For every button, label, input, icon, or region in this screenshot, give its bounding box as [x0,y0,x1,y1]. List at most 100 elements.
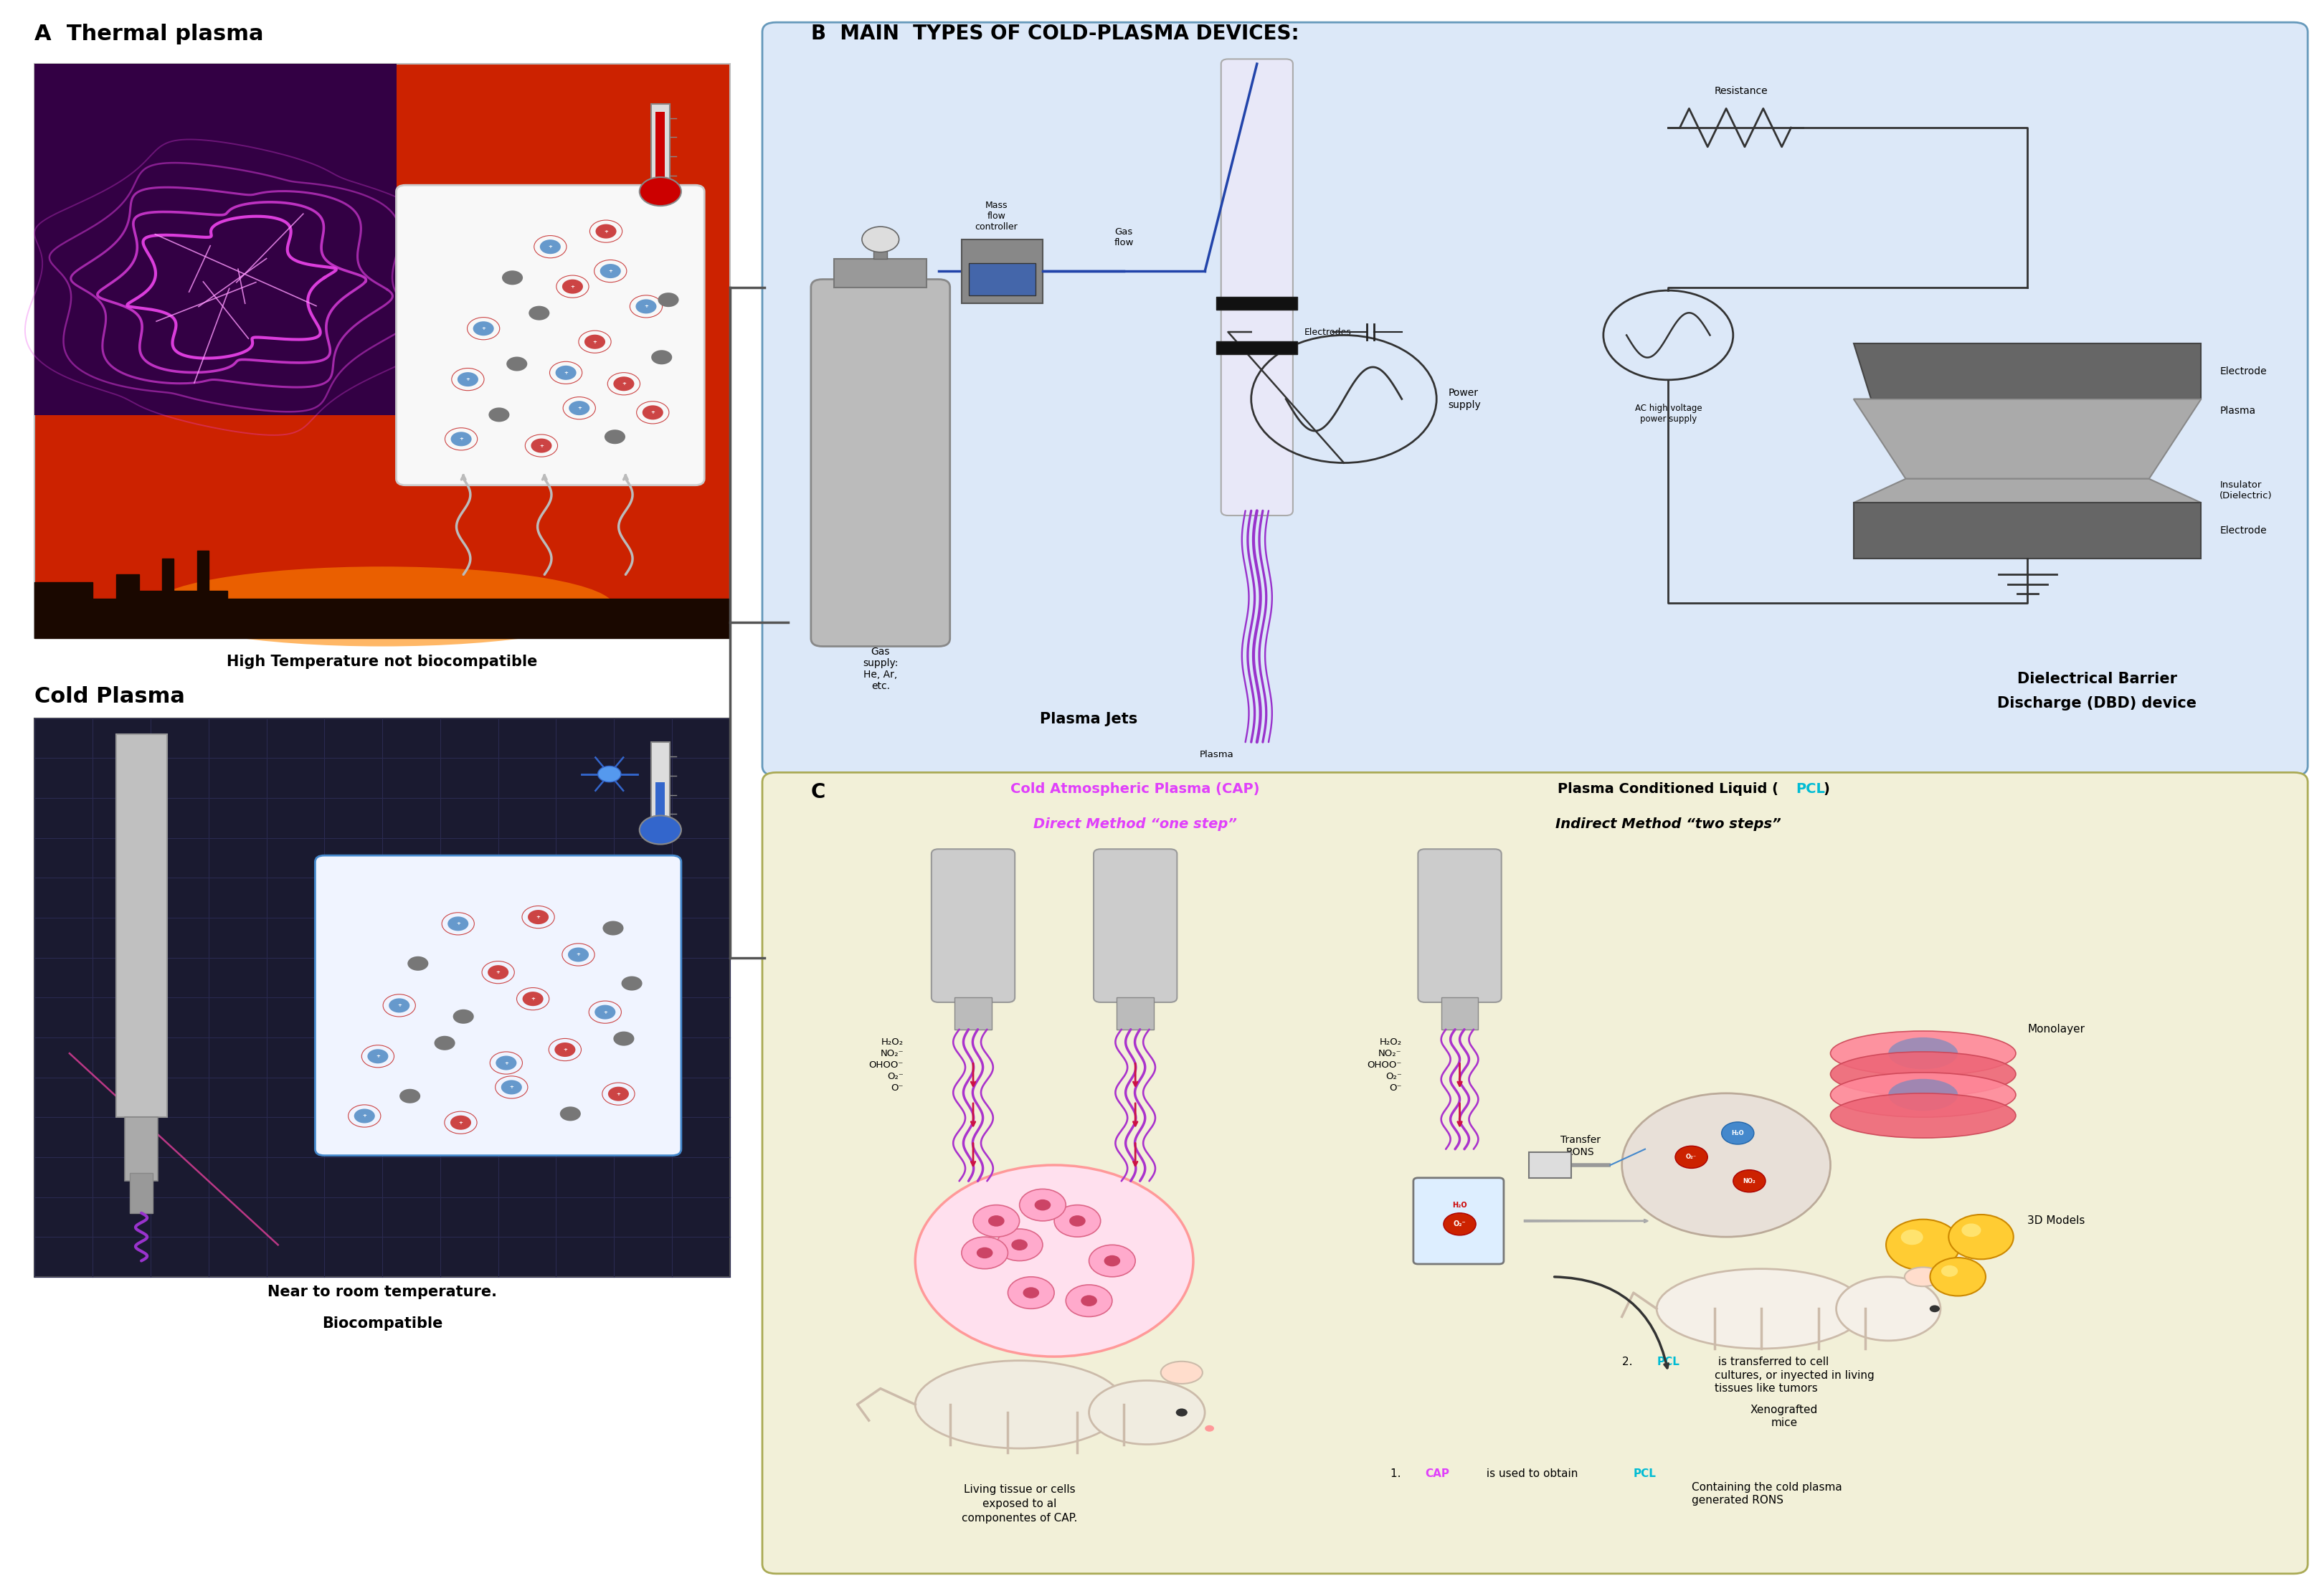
Text: Plasma: Plasma [2220,405,2257,417]
Text: Electrodes: Electrodes [1304,327,1351,337]
FancyBboxPatch shape [762,22,2308,776]
Circle shape [1010,1238,1029,1251]
Text: Cold Atmospheric Plasma (CAP): Cold Atmospheric Plasma (CAP) [1010,782,1260,796]
Text: +: + [577,953,582,958]
Bar [955,997,992,1029]
Text: B  MAIN  TYPES OF COLD-PLASMA DEVICES:: B MAIN TYPES OF COLD-PLASMA DEVICES: [811,24,1300,45]
Circle shape [862,227,899,252]
Circle shape [1024,1286,1040,1299]
Circle shape [1008,1277,1054,1309]
Text: +: + [644,305,649,308]
Text: +: + [482,326,487,330]
Text: Gas
supply:
He, Ar,
etc.: Gas supply: He, Ar, etc. [862,646,899,691]
Text: O₂⁻: O₂⁻ [1687,1154,1696,1160]
Text: +: + [535,915,540,919]
Text: ): ) [1823,782,1830,796]
Circle shape [563,279,584,294]
Circle shape [602,921,623,935]
Bar [651,742,670,830]
Circle shape [1930,1306,1939,1312]
Circle shape [642,405,663,420]
Text: +: + [549,244,551,249]
Polygon shape [1854,479,2201,503]
Text: +: + [563,370,568,375]
Circle shape [621,977,642,991]
Text: +: + [396,1004,401,1007]
Circle shape [556,365,577,380]
Circle shape [531,439,551,453]
Text: Resistance: Resistance [1715,86,1768,96]
Text: +: + [602,1010,607,1015]
Circle shape [1070,1216,1087,1226]
Circle shape [500,1080,521,1095]
Ellipse shape [151,567,614,646]
Circle shape [570,401,589,415]
Bar [651,104,670,192]
Circle shape [503,270,524,284]
Circle shape [1622,1093,1830,1237]
Bar [130,1173,153,1213]
Text: +: + [593,340,598,345]
Circle shape [1054,1205,1101,1237]
Circle shape [368,1049,389,1063]
Circle shape [1733,1170,1766,1192]
Text: A  Thermal plasma: A Thermal plasma [35,24,264,45]
Circle shape [658,292,679,306]
Polygon shape [35,551,730,638]
Circle shape [915,1165,1193,1357]
FancyBboxPatch shape [1413,1178,1504,1264]
Circle shape [1900,1229,1923,1245]
Circle shape [598,766,621,782]
Ellipse shape [1888,1079,1958,1111]
Circle shape [540,239,561,254]
Bar [1216,342,1298,354]
Text: +: + [609,268,612,273]
Circle shape [1942,1266,1958,1277]
FancyBboxPatch shape [396,185,704,485]
Circle shape [1443,1213,1476,1235]
Circle shape [1962,1224,1981,1237]
Ellipse shape [1161,1361,1203,1384]
Circle shape [614,1031,635,1045]
Bar [1529,1152,1571,1178]
Text: C: C [811,782,825,803]
Bar [35,718,730,1277]
Text: +: + [531,996,535,1001]
Text: Insulator
(Dielectric): Insulator (Dielectric) [2220,480,2273,501]
Text: PCL: PCL [1796,782,1826,796]
Text: +: + [605,230,607,233]
FancyBboxPatch shape [762,772,2308,1574]
Bar [1441,997,1478,1029]
Circle shape [639,816,681,844]
Ellipse shape [1657,1269,1865,1349]
Circle shape [489,407,510,421]
Text: Cold Plasma: Cold Plasma [35,686,185,707]
Text: Indirect Method “two steps”: Indirect Method “two steps” [1555,817,1782,832]
Circle shape [433,1036,454,1050]
Circle shape [1675,1146,1708,1168]
Circle shape [399,1088,419,1103]
Circle shape [524,991,542,1005]
FancyBboxPatch shape [931,849,1015,1002]
Text: Electrode: Electrode [2220,525,2266,536]
Bar [656,112,665,192]
Circle shape [635,298,656,313]
Bar [874,243,887,259]
Ellipse shape [1905,1267,1942,1286]
Circle shape [489,966,510,980]
Circle shape [989,1216,1006,1226]
Text: H₂O₂
NO₂⁻
OHOO⁻
O₂⁻
O⁻: H₂O₂ NO₂⁻ OHOO⁻ O₂⁻ O⁻ [1367,1037,1402,1093]
Circle shape [568,948,589,962]
Ellipse shape [1835,1277,1942,1341]
Ellipse shape [915,1360,1124,1449]
Circle shape [449,1116,470,1130]
Text: +: + [459,1120,463,1125]
Circle shape [605,429,626,444]
Text: +: + [651,410,656,415]
Text: +: + [361,1114,366,1119]
Text: H₂O: H₂O [1453,1202,1467,1208]
Bar [834,259,927,287]
Circle shape [452,433,473,447]
Circle shape [978,1248,994,1258]
Text: Power
supply: Power supply [1448,388,1481,410]
